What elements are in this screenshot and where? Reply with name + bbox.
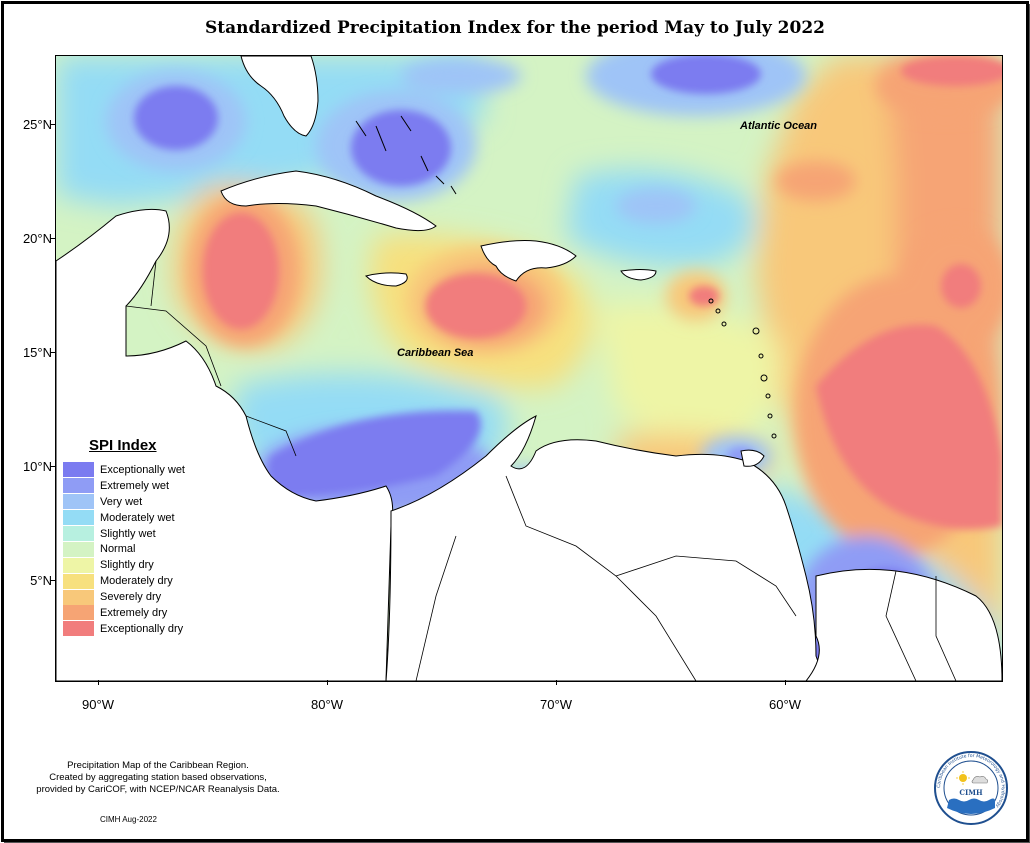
legend-item: Moderately wet [63,510,203,526]
caribbean-sea-label: Caribbean Sea [397,347,474,359]
land-masses [56,56,1002,681]
legend-label: Slightly wet [100,527,156,540]
map-credit: CIMH Aug-2022 [100,815,157,824]
legend-swatch [63,621,94,637]
legend-items: Exceptionally wet Extremely wet Very wet… [63,462,203,637]
hispaniola [480,240,577,282]
cimh-logo-svg: Caribbean Institute for Meteorology and … [934,751,1008,825]
legend-label: Moderately wet [100,511,175,524]
map-title: Standardized Precipitation Index for the… [204,18,825,38]
legend-item: Severely dry [63,589,203,605]
tick-mark-25n [50,124,55,125]
legend-label: Very wet [100,495,143,508]
footnote-line-3: provided by CariCOF, with NCEP/NCAR Rean… [36,784,280,795]
puerto-rico [620,269,657,281]
tick-mark-20n [50,238,55,239]
cuba [220,170,437,232]
cimh-logo: Caribbean Institute for Meteorology and … [933,750,1009,826]
legend-swatch [63,494,94,510]
tick-mark-70w [556,680,557,685]
jamaica [365,272,408,287]
legend-item: Exceptionally dry [63,621,203,637]
legend-item: Extremely dry [63,605,203,621]
legend-swatch [63,573,94,589]
legend-item: Very wet [63,494,203,510]
legend-label: Moderately dry [100,575,173,588]
x-tick-70w: 70°W [540,697,572,712]
legend-label: Exceptionally dry [100,622,184,635]
y-tick-25n: 25°N [22,117,52,132]
spi-map [55,55,1003,682]
legend-swatch [63,605,94,621]
map-footnote: Precipitation Map of the Caribbean Regio… [8,760,308,796]
legend-swatch [63,478,94,494]
footnote-line-1: Precipitation Map of the Caribbean Regio… [67,760,249,771]
legend-item: Extremely wet [63,478,203,494]
legend-label: Extremely wet [100,479,170,492]
footnote-line-2: Created by aggregating station based obs… [49,772,267,783]
country-borders [125,260,957,681]
legend-label: Severely dry [100,591,162,604]
y-tick-15n: 15°N [22,345,52,360]
legend-item: Exceptionally wet [63,462,203,478]
sun-icon [959,774,967,782]
y-tick-10n: 10°N [22,459,52,474]
legend-label: Exceptionally wet [100,463,185,476]
small-islands [355,115,777,439]
legend-title: SPI Index [89,437,157,454]
yucatan-central-america [56,208,394,681]
florida [240,56,319,137]
spi-map-svg [56,56,1002,681]
tick-mark-10n [50,466,55,467]
x-tick-90w: 90°W [82,697,114,712]
legend-label: Extremely dry [100,606,168,619]
atlantic-ocean-label: Atlantic Ocean [740,120,818,132]
spi-legend: SPI Index Exceptionally wet Extremely we… [63,437,203,637]
cloud-icon [971,776,989,784]
legend-label: Slightly dry [100,559,154,572]
y-tick-5n: 5°N [30,573,52,588]
tick-mark-15n [50,352,55,353]
logo-text: CIMH [959,788,983,797]
x-tick-60w: 60°W [769,697,801,712]
legend-swatch [63,557,94,573]
legend-label: Normal [100,543,136,556]
legend-swatch [63,462,94,478]
legend-item: Slightly dry [63,557,203,573]
legend-item: Moderately dry [63,573,203,589]
x-tick-80w: 80°W [311,697,343,712]
tick-mark-60w [785,680,786,685]
legend-item: Normal [63,541,203,557]
legend-swatch [63,541,94,557]
legend-swatch [63,526,94,541]
y-tick-20n: 20°N [22,231,52,246]
wave-icon [947,798,995,814]
tick-mark-80w [327,680,328,685]
tick-mark-90w [98,680,99,685]
trinidad [740,449,765,467]
legend-swatch [63,510,94,526]
legend-item: Slightly wet [63,526,203,542]
tick-mark-5n [50,580,55,581]
legend-swatch [63,589,94,605]
guianas [805,568,1002,681]
